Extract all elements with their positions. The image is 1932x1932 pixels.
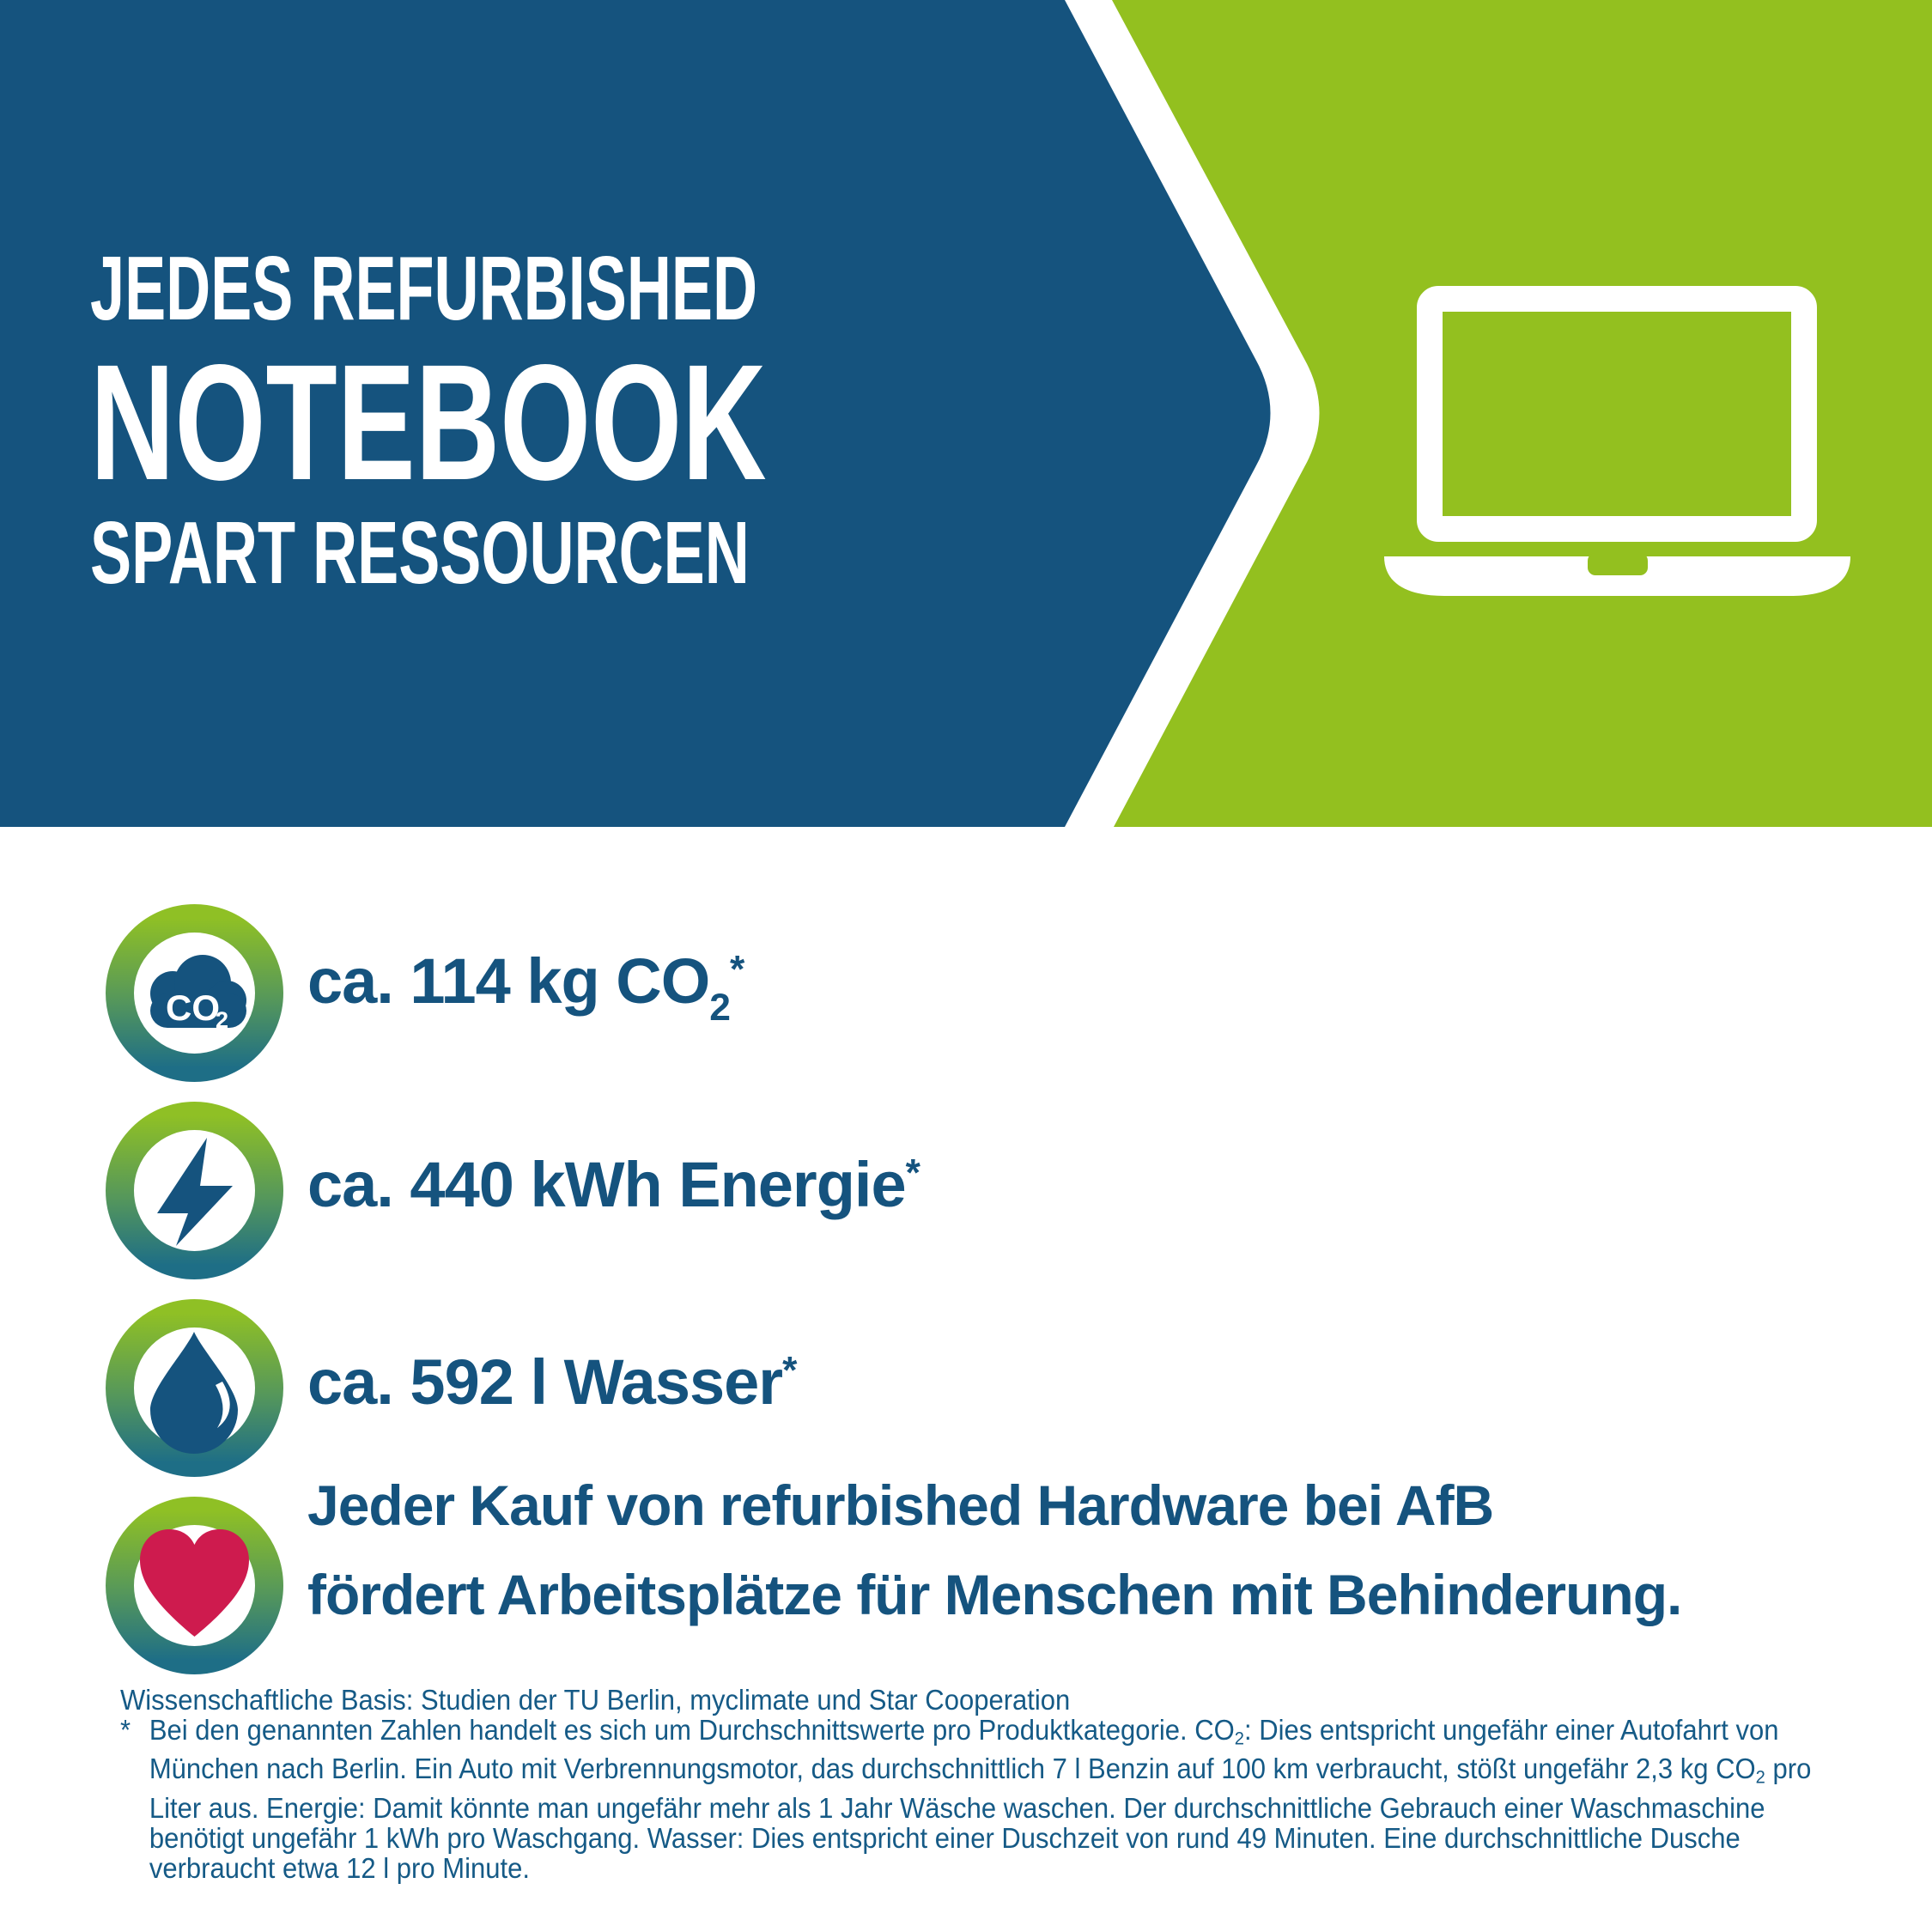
stat-water-label: ca. 592 l Wasser* [307, 1346, 797, 1419]
headline-line-3: SPART RESSOURCEN [90, 503, 750, 602]
headline-line-2: NOTEBOOK [90, 330, 767, 514]
headline-line-1: JEDES REFURBISHED [90, 238, 758, 339]
footnote-asterisk-marker: * [120, 1714, 131, 1746]
co2-icon-text-sub: 2 [216, 1007, 228, 1033]
stat-co2-label: ca. 114 kg CO2* [307, 945, 744, 1030]
stat-water-value: ca. 592 l Wasser [307, 1346, 783, 1418]
footnote-text-part2: : Dies entspricht ungefähr einer Autofah… [149, 1714, 1779, 1785]
stat-energy-label: ca. 440 kWh Energie* [307, 1148, 920, 1221]
footnote-asterisk-note: * Bei den genannten Zahlen handelt es sic… [120, 1715, 1832, 1883]
stat-row-energy: ca. 440 kWh Energie* [106, 1102, 920, 1279]
stat-energy-value: ca. 440 kWh Energie [307, 1149, 907, 1220]
banner-graphic [0, 0, 1932, 827]
heart-icon [106, 1497, 283, 1674]
footnote-co2-subscript-2: 2 [1755, 1766, 1765, 1788]
stat-co2-value: ca. 114 kg CO [307, 945, 710, 1018]
impact-statement: Jeder Kauf von refurbished Hardware bei … [307, 1461, 1682, 1639]
stat-co2-subscript: 2 [709, 986, 731, 1029]
stat-co2-asterisk: * [730, 948, 744, 991]
co2-cloud-icon: CO 2 [106, 904, 283, 1082]
footnote-text-part1: Bei den genannten Zahlen handelt es sich… [149, 1714, 1235, 1746]
stat-water-asterisk: * [782, 1349, 797, 1392]
footnote-basis-line: Wissenschaftliche Basis: Studien der TU … [120, 1684, 1071, 1716]
footnote-block: Wissenschaftliche Basis: Studien der TU … [120, 1685, 1832, 1883]
stat-energy-asterisk: * [905, 1151, 920, 1194]
impact-line-2: fördert Arbeitsplätze für Menschen mit B… [307, 1562, 1682, 1626]
stat-row-co2: CO 2 ca. 114 kg CO2* [106, 904, 744, 1082]
green-panel [1112, 0, 1932, 827]
water-drop-icon [106, 1299, 283, 1477]
footnote-text-part3: pro Liter aus. Energie: Damit könnte man… [149, 1753, 1812, 1884]
footnote-co2-subscript-1: 2 [1234, 1728, 1244, 1749]
stat-row-water: ca. 592 l Wasser* [106, 1299, 797, 1477]
blue-chevron [0, 0, 1271, 827]
laptop-icon [1384, 286, 1850, 596]
impact-line-1: Jeder Kauf von refurbished Hardware bei … [307, 1473, 1494, 1537]
co2-icon-text: CO [166, 987, 220, 1028]
lightning-icon [106, 1102, 283, 1279]
impact-row: Jeder Kauf von refurbished Hardware bei … [106, 1473, 1682, 1674]
